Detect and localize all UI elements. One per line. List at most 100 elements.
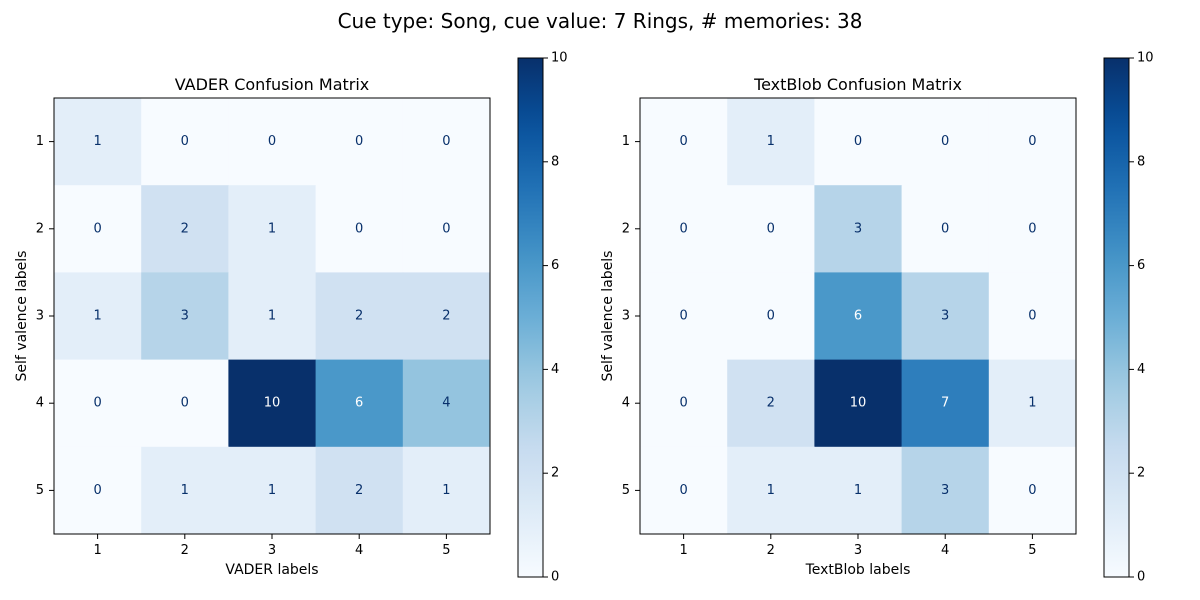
heatmap-cell [814,98,903,186]
heatmap-cell [640,98,728,186]
heatmap-cell [901,272,990,361]
panel-title: VADER Confusion Matrix [175,75,370,94]
cell-value-label: 4 [442,396,450,411]
cell-value-label: 0 [181,134,189,149]
cell-value-label: 0 [181,396,189,411]
cell-value-label: 1 [767,134,775,149]
x-tick-label: 1 [679,543,687,558]
cell-value-label: 0 [93,483,101,498]
colorbar-tick-label: 8 [1137,154,1145,169]
cell-value-label: 2 [442,309,450,324]
heatmap-cell [228,185,317,273]
heatmap-cell [727,446,815,535]
colorbar-tick-label: 6 [1137,258,1145,273]
x-axis-label: TextBlob labels [805,562,911,578]
cell-value-label: 1 [854,483,862,498]
colorbar-tick-label: 0 [551,570,559,585]
heatmap-cell [402,98,491,186]
y-tick-label: 4 [622,396,630,411]
colorbar-tick-label: 2 [1137,466,1145,481]
cell-value-label: 1 [93,309,101,324]
cell-value-label: 1 [268,309,276,324]
cell-value-label: 0 [767,221,775,236]
heatmap-cell [54,185,142,273]
y-tick-label: 5 [36,483,44,498]
heatmap-cell [988,446,1077,535]
heatmap-cell [315,359,404,448]
heatmap-cell [402,272,491,361]
y-axis-label: Self valence labels [14,251,30,382]
heatmap-cell [228,446,317,535]
heatmap-cell [814,185,903,273]
cell-value-label: 1 [442,483,450,498]
cell-value-label: 3 [181,309,189,324]
cell-value-label: 2 [355,309,363,324]
heatmap-cell [54,446,142,535]
heatmap-cell [988,272,1077,361]
heatmap-cell [640,359,728,448]
colorbar [517,57,544,578]
colorbar-tick-label: 2 [551,466,559,481]
x-tick-label: 1 [93,543,101,558]
colorbar-tick-label: 4 [551,362,559,377]
cell-value-label: 0 [93,221,101,236]
heatmap-cell [640,272,728,361]
heatmap-cell [54,98,142,186]
cell-value-label: 10 [850,396,867,411]
x-tick-label: 3 [854,543,862,558]
panel-title: TextBlob Confusion Matrix [753,75,962,94]
x-tick-label: 4 [941,543,949,558]
heatmap-cell [727,98,815,186]
heatmap-cell [901,359,990,448]
x-tick-label: 2 [181,543,189,558]
y-tick-label: 5 [622,483,630,498]
heatmap-cell [402,446,491,535]
cell-value-label: 0 [767,309,775,324]
cell-value-label: 2 [767,396,775,411]
cell-value-label: 0 [442,221,450,236]
cell-value-label: 0 [355,134,363,149]
cell-value-label: 1 [767,483,775,498]
heatmap-cell [141,98,229,186]
cell-value-label: 0 [941,221,949,236]
x-tick-label: 5 [442,543,450,558]
cell-value-label: 0 [268,134,276,149]
cell-value-label: 0 [679,309,687,324]
heatmap-cell [228,359,317,448]
y-tick-label: 4 [36,396,44,411]
heatmap-cell [640,446,728,535]
heatmap-cell [988,359,1077,448]
cell-value-label: 3 [941,483,949,498]
heatmap-cell [727,272,815,361]
y-tick-label: 2 [36,221,44,236]
x-tick-label: 2 [767,543,775,558]
cell-value-label: 7 [941,396,949,411]
cell-value-label: 1 [1028,396,1036,411]
heatmap-cell [988,185,1077,273]
y-tick-label: 3 [36,309,44,324]
heatmap-cell [814,446,903,535]
x-tick-label: 4 [355,543,363,558]
colorbar-tick-label: 4 [1137,362,1145,377]
heatmap-cell [402,359,491,448]
x-tick-label: 3 [268,543,276,558]
heatmap-cell [901,185,990,273]
cell-value-label: 0 [93,396,101,411]
heatmap-cell [901,98,990,186]
heatmap-cell [228,98,317,186]
cell-value-label: 0 [941,134,949,149]
cell-value-label: 0 [355,221,363,236]
cell-value-label: 1 [93,134,101,149]
cell-value-label: 10 [264,396,281,411]
cell-value-label: 0 [854,134,862,149]
cell-value-label: 1 [268,221,276,236]
y-tick-label: 3 [622,309,630,324]
cell-value-label: 3 [941,309,949,324]
colorbar [1103,57,1130,578]
colorbar-tick-label: 0 [1137,570,1145,585]
colorbar-tick-label: 6 [551,258,559,273]
cell-value-label: 1 [268,483,276,498]
cell-value-label: 0 [1028,483,1036,498]
